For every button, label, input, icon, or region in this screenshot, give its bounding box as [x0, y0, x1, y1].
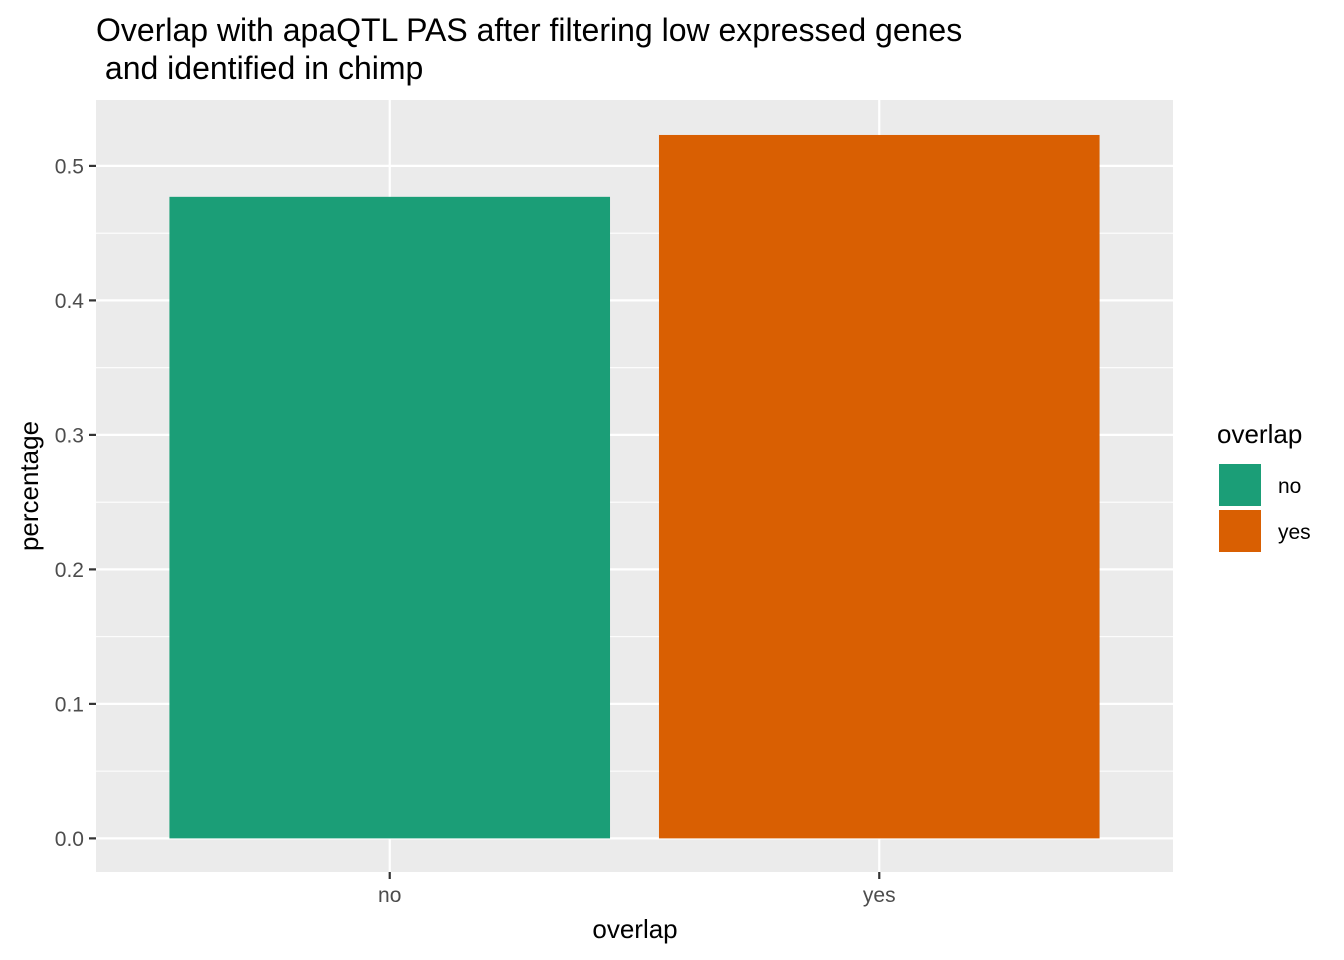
x-tick-label: no — [378, 884, 401, 907]
y-axis: 0.0 0.1 0.2 0.3 0.4 0.5 — [55, 155, 96, 851]
bar-no — [169, 196, 611, 839]
y-tick-label: 0.4 — [55, 290, 85, 313]
legend-label-yes: yes — [1278, 521, 1311, 544]
x-tick-label: yes — [863, 884, 896, 907]
x-axis: no yes — [378, 872, 896, 907]
y-axis-title: percentage — [14, 421, 44, 551]
legend-label-no: no — [1278, 475, 1301, 498]
legend-swatch-yes — [1219, 510, 1261, 552]
bar-yes — [658, 134, 1100, 839]
y-tick-label: 0.0 — [55, 828, 84, 851]
y-tick-label: 0.1 — [55, 693, 84, 716]
y-tick-label: 0.2 — [55, 559, 84, 582]
y-tick-label: 0.3 — [55, 424, 84, 447]
legend-swatch-no — [1219, 464, 1261, 506]
y-tick-label: 0.5 — [55, 155, 84, 178]
chart-title-line-1: Overlap with apaQTL PAS after filtering … — [96, 12, 962, 48]
chart-title-line-2: and identified in chimp — [96, 50, 423, 86]
legend: overlap no yes — [1217, 419, 1311, 552]
legend-title: overlap — [1217, 419, 1302, 449]
bars — [169, 134, 1100, 839]
legend-entries: no yes — [1219, 464, 1311, 552]
x-axis-title: overlap — [592, 914, 677, 944]
